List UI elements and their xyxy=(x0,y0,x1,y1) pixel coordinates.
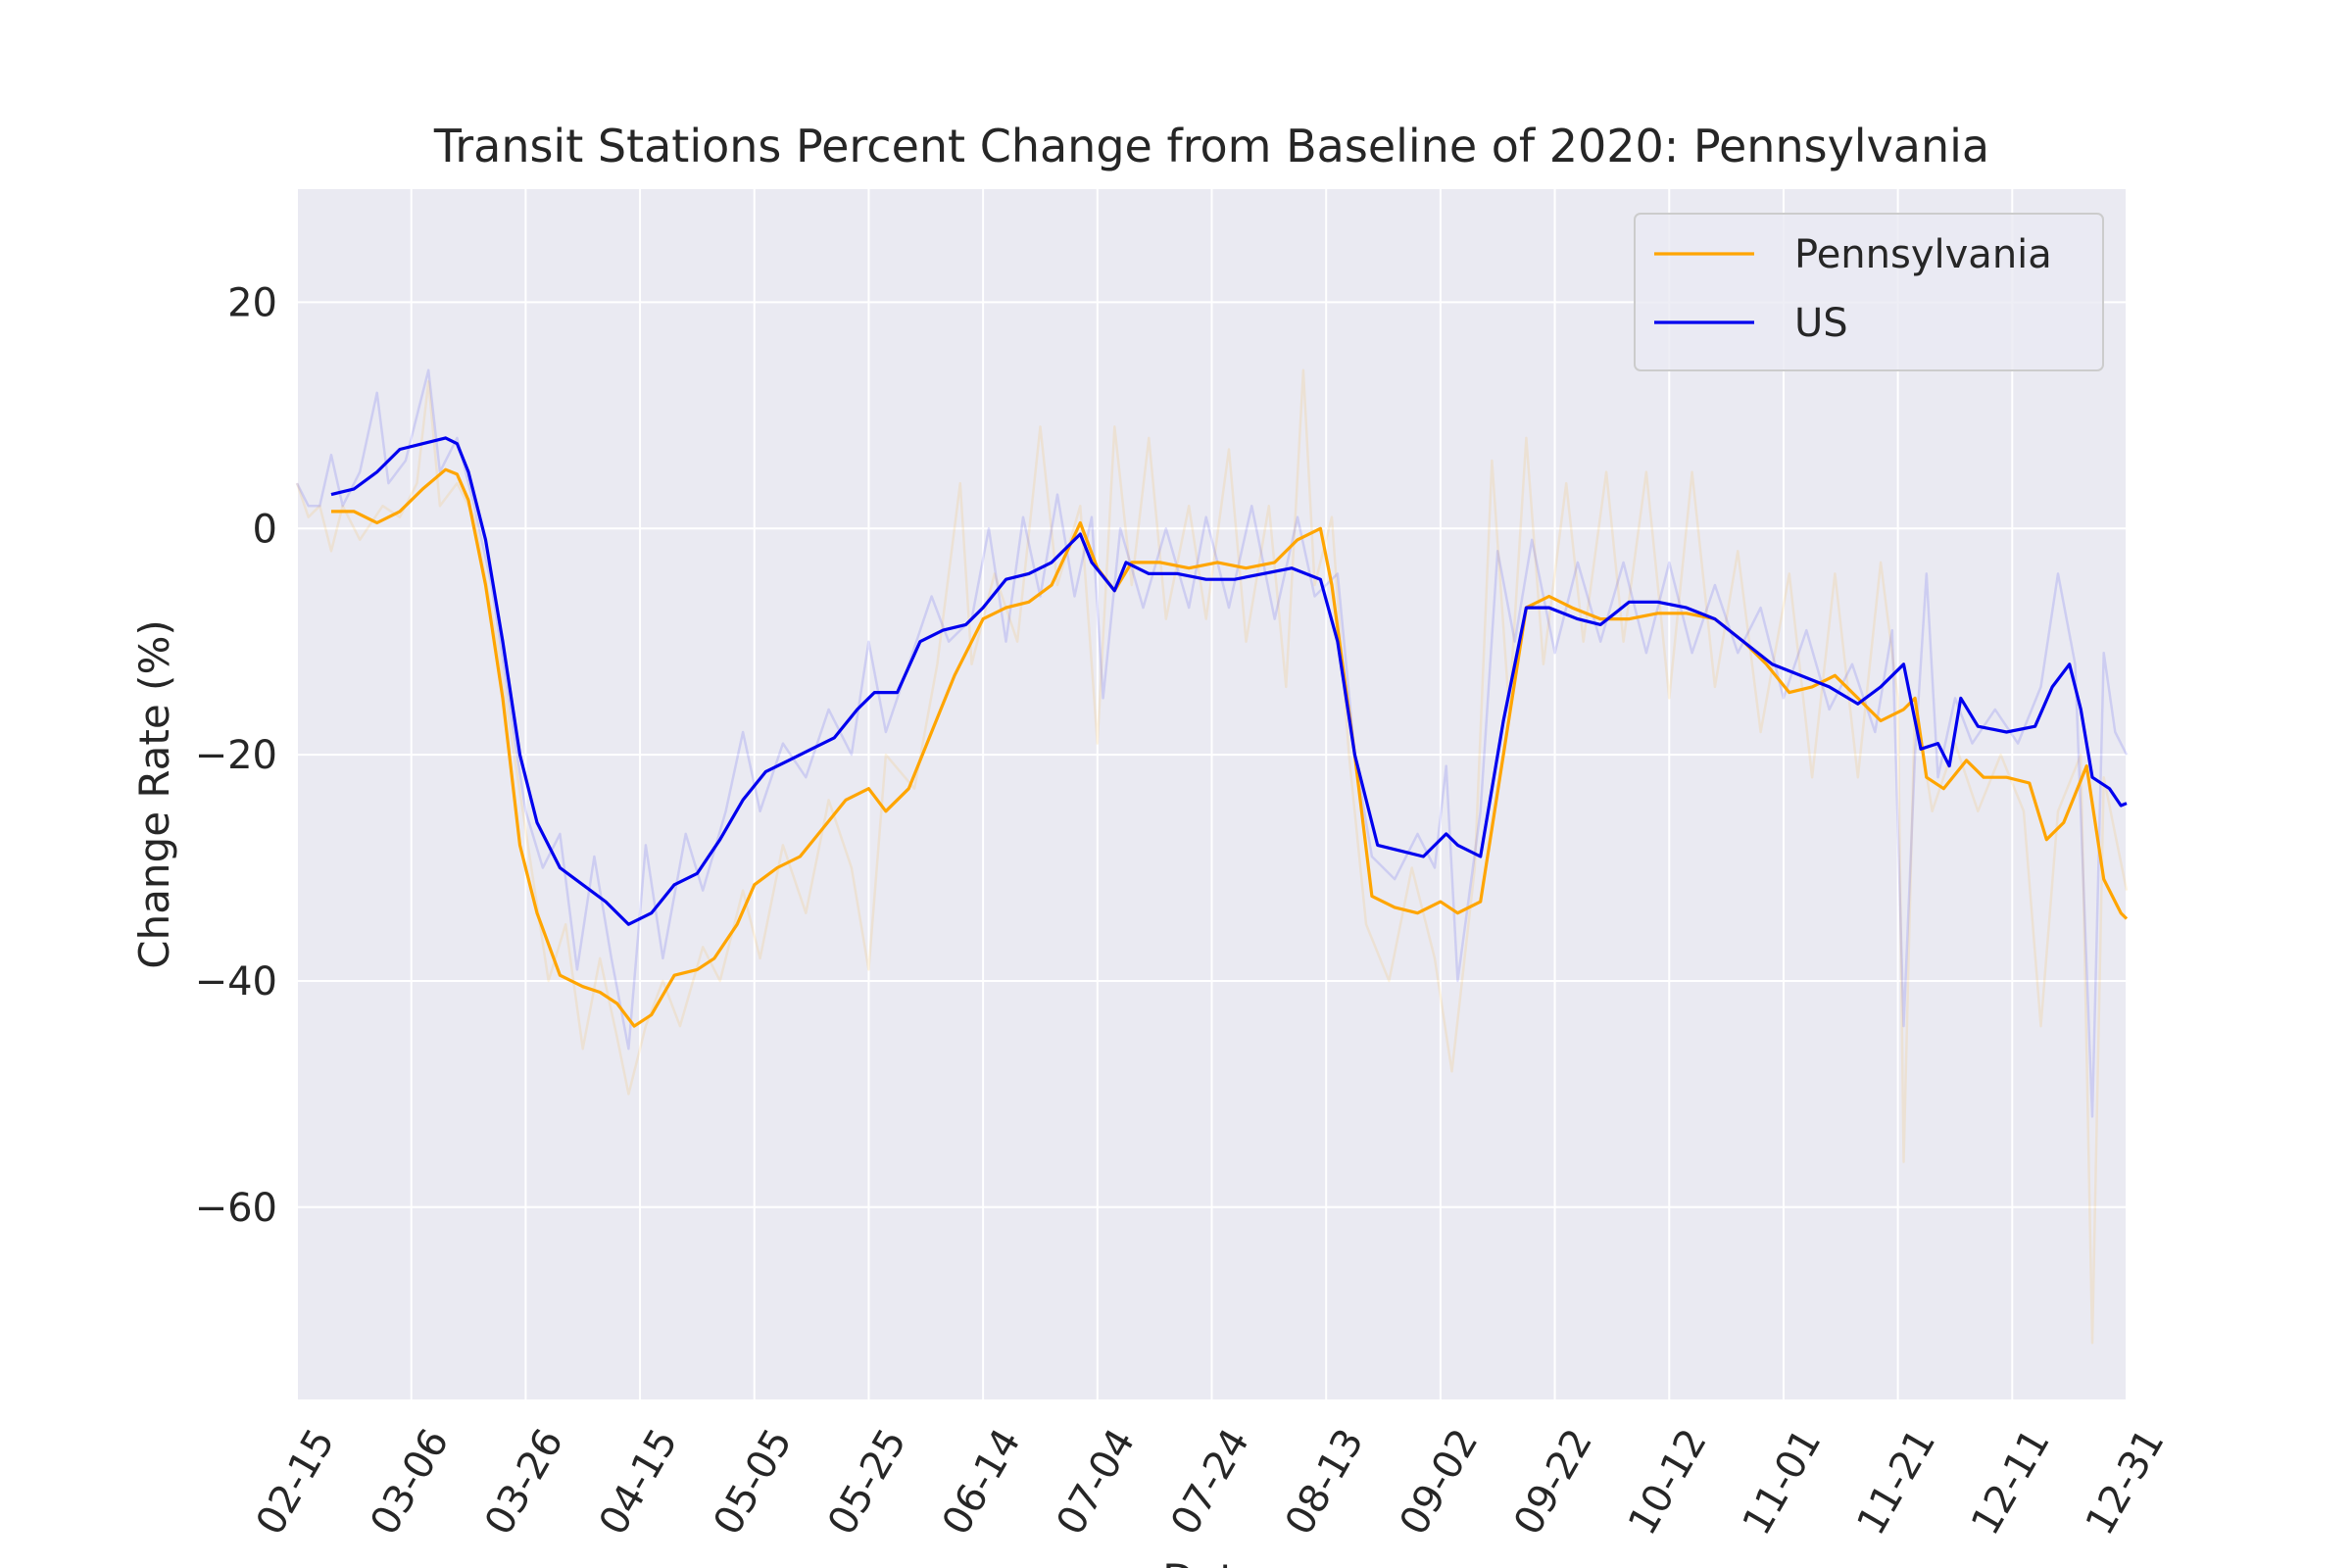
x-tick-label: 03-26 xyxy=(476,1421,572,1543)
grid xyxy=(296,189,2128,1399)
y-tick-label: −60 xyxy=(195,1186,277,1231)
x-tick-label: 10-12 xyxy=(1620,1421,1716,1543)
chart-title: Transit Stations Percent Change from Bas… xyxy=(433,120,1989,172)
x-tick-label: 09-22 xyxy=(1505,1421,1601,1543)
x-tick-label: 05-05 xyxy=(705,1421,801,1543)
x-tick-label: 04-15 xyxy=(591,1421,687,1543)
smoothed-series-group xyxy=(330,436,2129,1028)
y-tick-label: 0 xyxy=(253,507,277,552)
x-tick-label: 07-04 xyxy=(1048,1421,1144,1543)
x-tick-label: 09-02 xyxy=(1392,1421,1488,1543)
x-tick-label: 06-14 xyxy=(934,1421,1030,1543)
legend: Pennsylvania US xyxy=(1634,213,2104,371)
y-axis-label: Change Rate (%) xyxy=(130,619,178,969)
series-line-0 xyxy=(331,467,2129,1028)
y-tick-label: 20 xyxy=(227,280,277,325)
x-tick-label: 03-06 xyxy=(362,1421,458,1543)
x-tick-label: 08-13 xyxy=(1277,1421,1373,1543)
legend-label: Pennsylvania xyxy=(1794,232,2052,277)
x-tick-label: 05-25 xyxy=(819,1421,915,1543)
x-tick-label: 12-31 xyxy=(2078,1421,2174,1543)
series-line-1 xyxy=(330,436,2128,926)
x-tick-label: 11-21 xyxy=(1848,1421,1944,1543)
x-axis-label: Date xyxy=(1162,1555,1260,1568)
x-tick-label: 11-01 xyxy=(1735,1421,1831,1543)
y-tick-label: −40 xyxy=(195,959,277,1004)
x-tick-label: 02-15 xyxy=(248,1421,344,1543)
x-tick-label: 12-11 xyxy=(1963,1421,2059,1543)
legend-label: US xyxy=(1794,301,1848,346)
y-tick-label: −20 xyxy=(195,733,277,778)
y-axis-ticks: 20 0 −20 −40 −60 xyxy=(195,280,277,1230)
x-tick-label: 07-24 xyxy=(1162,1421,1258,1543)
x-axis-ticks: 02-15 03-06 03-26 04-15 05-05 05-25 06-14 07-04… xyxy=(248,1421,2174,1543)
